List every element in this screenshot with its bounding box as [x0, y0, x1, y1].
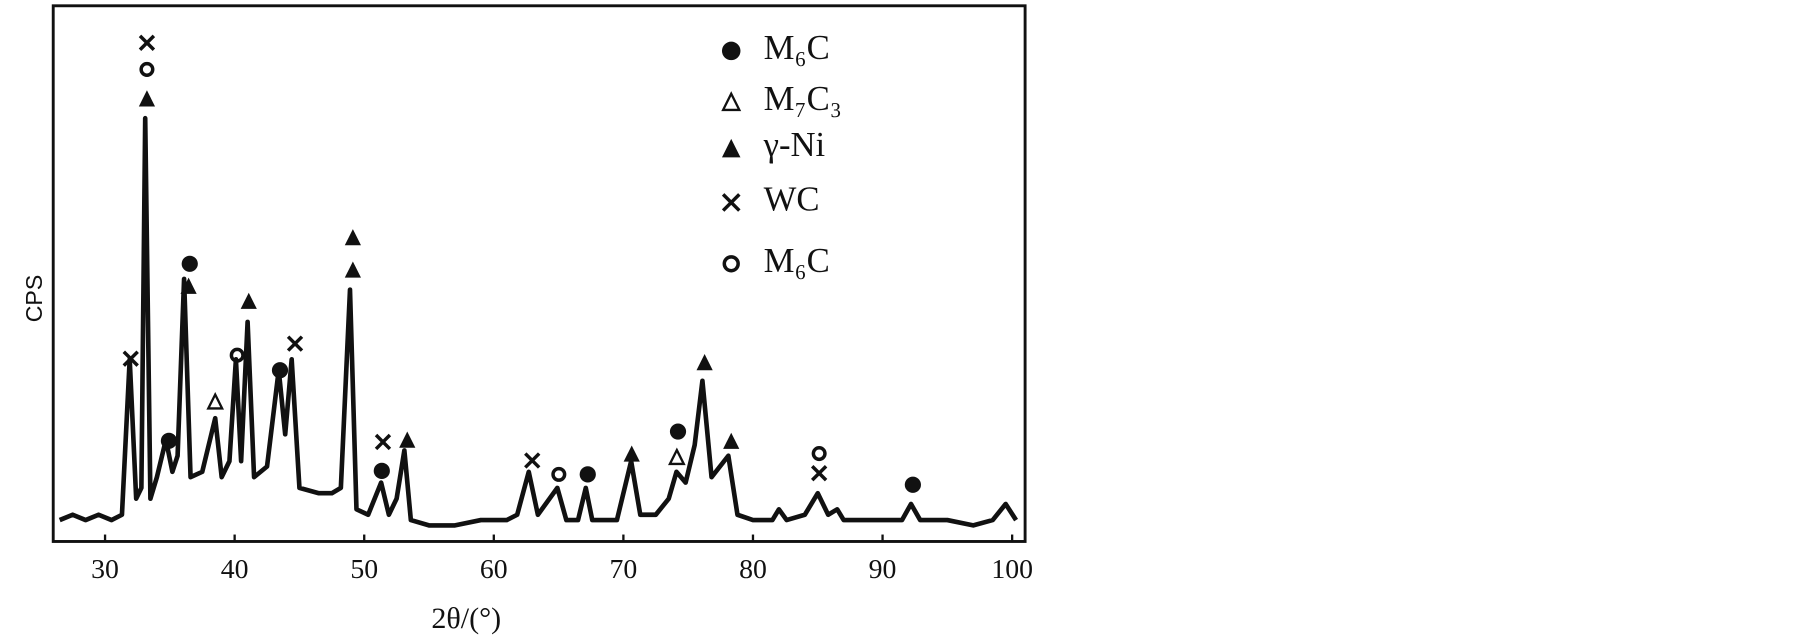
phase-marker [721, 91, 742, 112]
legend-label: M₇C₃ [764, 79, 842, 118]
phase-marker [721, 138, 741, 158]
phase-marker [344, 261, 361, 278]
phase-marker [524, 452, 541, 469]
legend-label: M₆C [764, 28, 830, 67]
x-tick-label: 70 [610, 554, 638, 585]
x-axis-label: 2θ/(°) [431, 601, 501, 635]
phase-marker [722, 255, 740, 273]
x-tick-label: 50 [350, 554, 378, 585]
phase-marker [206, 391, 225, 410]
phase-marker [669, 423, 687, 440]
phase-marker [240, 292, 257, 309]
phase-marker [229, 347, 245, 363]
phase-marker [271, 362, 289, 379]
phase-marker [180, 277, 197, 294]
legend-label: WC [764, 179, 820, 218]
phase-marker [721, 193, 741, 212]
x-tick-label: 60 [480, 554, 508, 585]
phase-marker [138, 34, 156, 51]
phase-marker [286, 335, 304, 352]
x-tick-label: 30 [91, 554, 119, 585]
phase-marker [723, 432, 740, 449]
phase-marker [668, 447, 686, 466]
phase-marker [721, 41, 741, 61]
phase-marker [399, 431, 416, 448]
phase-marker [811, 446, 827, 462]
phase-marker [138, 90, 156, 107]
phase-marker [696, 354, 713, 371]
phase-marker [579, 466, 596, 483]
legend-label: γ-Ni [763, 125, 826, 164]
x-tick-label: 100 [991, 554, 1033, 585]
x-tick-label: 40 [221, 554, 249, 585]
phase-marker [181, 255, 198, 272]
phase-marker [904, 476, 921, 493]
x-tick-label: 80 [739, 554, 767, 585]
x-tick-label: 90 [869, 554, 897, 585]
plot-root: CPS 2θ/(°) 30 40 50 60 70 80 90 100 M₆C M₇C₃ γ-Ni W… [21, 4, 1033, 635]
legend-label: M₆C [764, 241, 830, 280]
phase-marker [623, 445, 640, 462]
phase-marker [344, 229, 361, 246]
phase-marker [160, 432, 178, 449]
phase-marker [373, 462, 390, 479]
xrd-line [58, 115, 1019, 528]
plot-frame [51, 4, 1027, 543]
phase-marker [810, 465, 828, 482]
y-axis-label: CPS [21, 275, 47, 323]
phase-marker [139, 61, 155, 77]
phase-marker [551, 466, 567, 482]
phase-marker [122, 350, 139, 367]
phase-marker [374, 433, 392, 451]
